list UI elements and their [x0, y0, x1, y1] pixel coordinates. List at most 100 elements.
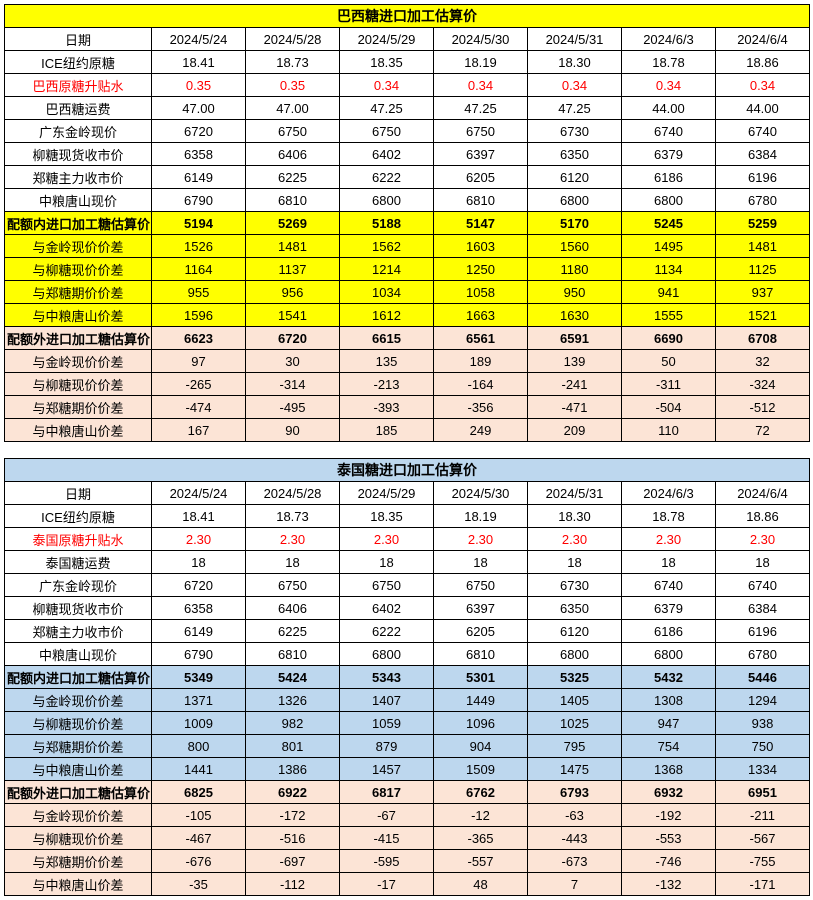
row-label: ICE纽约原糖 — [5, 51, 152, 74]
cell: -676 — [152, 850, 246, 873]
cell: 6225 — [246, 166, 340, 189]
cell: 7 — [528, 873, 622, 896]
spacer-row — [5, 442, 810, 459]
cell: 44.00 — [622, 97, 716, 120]
cell: -112 — [246, 873, 340, 896]
cell: 18.19 — [434, 51, 528, 74]
cell: 6196 — [716, 620, 810, 643]
cell: 982 — [246, 712, 340, 735]
cell: 1125 — [716, 258, 810, 281]
row-label: ICE纽约原糖 — [5, 505, 152, 528]
cell: 1250 — [434, 258, 528, 281]
cell: 904 — [434, 735, 528, 758]
cell: 6402 — [340, 143, 434, 166]
cell: 90 — [246, 419, 340, 442]
cell: 6561 — [434, 327, 528, 350]
cell: -553 — [622, 827, 716, 850]
cell: 754 — [622, 735, 716, 758]
cell: 937 — [716, 281, 810, 304]
cell: 0.34 — [434, 74, 528, 97]
cell: 938 — [716, 712, 810, 735]
cell: 1663 — [434, 304, 528, 327]
cell: 5349 — [152, 666, 246, 689]
row-label: 巴西糖运费 — [5, 97, 152, 120]
cell: -63 — [528, 804, 622, 827]
cell: 6800 — [528, 643, 622, 666]
cell: 1326 — [246, 689, 340, 712]
cell: 1180 — [528, 258, 622, 281]
cell: 1034 — [340, 281, 434, 304]
cell: -697 — [246, 850, 340, 873]
cell: 6591 — [528, 327, 622, 350]
cell: 6740 — [622, 120, 716, 143]
cell: 139 — [528, 350, 622, 373]
row-label: 配额外进口加工糖估算价 — [5, 781, 152, 804]
cell: 6186 — [622, 166, 716, 189]
cell: 5325 — [528, 666, 622, 689]
row-label: 郑糖主力收市价 — [5, 620, 152, 643]
cell: 1612 — [340, 304, 434, 327]
row-label: 配额外进口加工糖估算价 — [5, 327, 152, 350]
row-label: 与金岭现价价差 — [5, 804, 152, 827]
cell: 6730 — [528, 120, 622, 143]
cell: 6623 — [152, 327, 246, 350]
cell: 2.30 — [434, 528, 528, 551]
table-row: 与郑糖期价价差95595610341058950941937 — [5, 281, 810, 304]
cell: -17 — [340, 873, 434, 896]
date-label: 日期 — [5, 28, 152, 51]
table-row: 与柳糖现价价差-265-314-213-164-241-311-324 — [5, 373, 810, 396]
cell: -105 — [152, 804, 246, 827]
cell: 18.41 — [152, 51, 246, 74]
cell: 47.00 — [246, 97, 340, 120]
cell: 18.73 — [246, 51, 340, 74]
cell: 18.78 — [622, 51, 716, 74]
date-cell: 2024/5/30 — [434, 482, 528, 505]
table-row: 泰国原糖升贴水2.302.302.302.302.302.302.30 — [5, 528, 810, 551]
cell: 6120 — [528, 620, 622, 643]
cell: -557 — [434, 850, 528, 873]
row-label: 中粮唐山现价 — [5, 189, 152, 212]
cell: 32 — [716, 350, 810, 373]
cell: 1096 — [434, 712, 528, 735]
cell: -443 — [528, 827, 622, 850]
cell: 18 — [434, 551, 528, 574]
row-label: 巴西原糖升贴水 — [5, 74, 152, 97]
cell: 2.30 — [622, 528, 716, 551]
cell: 6615 — [340, 327, 434, 350]
row-label: 与郑糖期价价差 — [5, 396, 152, 419]
cell: 6793 — [528, 781, 622, 804]
cell: 6817 — [340, 781, 434, 804]
cell: 0.34 — [716, 74, 810, 97]
row-label: 柳糖现货收市价 — [5, 597, 152, 620]
cell: 6149 — [152, 166, 246, 189]
cell: -474 — [152, 396, 246, 419]
cell: -415 — [340, 827, 434, 850]
cell: 5245 — [622, 212, 716, 235]
cell: 18.73 — [246, 505, 340, 528]
date-cell: 2024/6/4 — [716, 482, 810, 505]
cell: 6406 — [246, 143, 340, 166]
sugar-import-table: 巴西糖进口加工估算价 日期 2024/5/24 2024/5/28 2024/5… — [4, 4, 810, 896]
cell: 30 — [246, 350, 340, 373]
cell: 2.30 — [246, 528, 340, 551]
cell: 1334 — [716, 758, 810, 781]
cell: 18 — [716, 551, 810, 574]
cell: 2.30 — [528, 528, 622, 551]
cell: 6825 — [152, 781, 246, 804]
cell: 6922 — [246, 781, 340, 804]
cell: 2.30 — [152, 528, 246, 551]
cell: -211 — [716, 804, 810, 827]
cell: 1441 — [152, 758, 246, 781]
date-cell: 2024/5/30 — [434, 28, 528, 51]
cell: 6690 — [622, 327, 716, 350]
cell: 5446 — [716, 666, 810, 689]
table-row: 郑糖主力收市价6149622562226205612061866196 — [5, 620, 810, 643]
table-row: 泰国糖运费18181818181818 — [5, 551, 810, 574]
date-cell: 2024/5/31 — [528, 28, 622, 51]
table-row: 与郑糖期价价差-474-495-393-356-471-504-512 — [5, 396, 810, 419]
cell: 1526 — [152, 235, 246, 258]
cell: 1457 — [340, 758, 434, 781]
row-label: 与金岭现价价差 — [5, 350, 152, 373]
cell: 801 — [246, 735, 340, 758]
table-row: 柳糖现货收市价6358640664026397635063796384 — [5, 597, 810, 620]
